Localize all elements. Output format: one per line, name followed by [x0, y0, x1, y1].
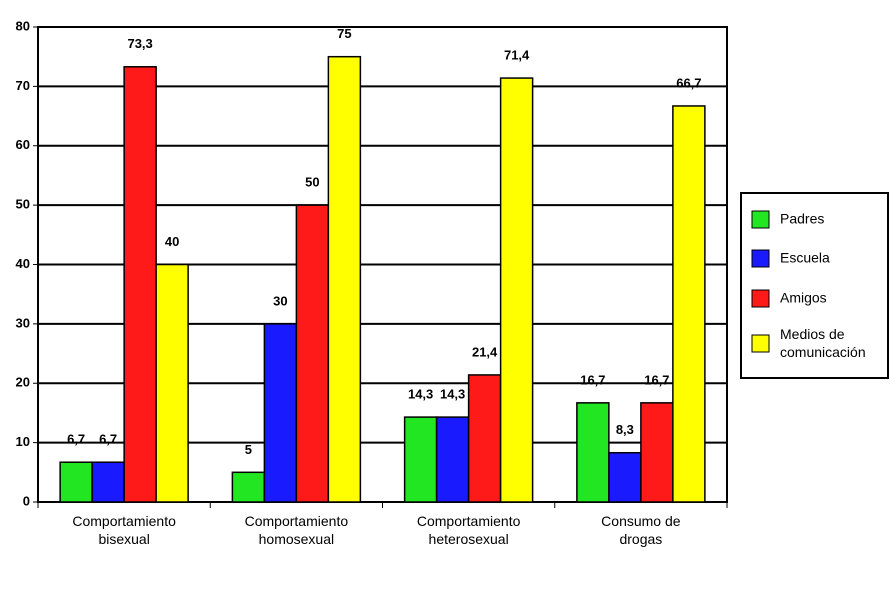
value-label: 8,3 [616, 422, 634, 437]
y-tick-label: 80 [16, 18, 30, 33]
legend-swatch [751, 210, 770, 229]
bar [123, 66, 157, 503]
bar [672, 105, 706, 503]
legend-label: Amigos [780, 290, 827, 306]
y-tick-label: 60 [16, 137, 30, 152]
y-tick-label: 50 [16, 197, 30, 212]
x-tick-label: Comportamiento heterosexual [417, 513, 521, 547]
x-tick-label: Consumo de drogas [601, 513, 681, 547]
value-label: 73,3 [127, 36, 152, 51]
bar [576, 402, 610, 503]
bar [155, 263, 189, 503]
value-label: 71,4 [504, 48, 530, 63]
bar [59, 461, 93, 503]
legend-label: Padres [780, 211, 824, 227]
legend-swatch [751, 289, 770, 308]
bar [295, 204, 330, 503]
legend-label: Medios de comunicación [780, 326, 866, 360]
y-tick-label: 0 [23, 493, 30, 508]
legend-swatch [751, 334, 770, 353]
value-label: 40 [165, 234, 179, 249]
y-tick-label: 30 [16, 315, 30, 330]
value-label: 50 [305, 175, 319, 190]
value-label: 75 [337, 26, 351, 41]
bar [608, 451, 642, 503]
bar [403, 416, 438, 503]
value-label: 21,4 [472, 344, 498, 359]
y-tick-label: 20 [16, 375, 30, 390]
bar [435, 416, 470, 503]
value-label: 14,3 [440, 387, 465, 402]
y-tick-label: 40 [16, 256, 30, 271]
x-tick-label: Comportamiento bisexual [72, 513, 176, 547]
bar [231, 471, 266, 503]
value-label: 6,7 [99, 432, 117, 447]
value-label: 5 [245, 442, 252, 457]
value-label: 16,7 [644, 372, 669, 387]
bar [327, 55, 362, 503]
value-label: 30 [273, 293, 287, 308]
value-label: 16,7 [580, 372, 605, 387]
legend-swatch [751, 249, 770, 268]
bar [263, 323, 298, 503]
legend-label: Escuela [780, 250, 830, 266]
bar [499, 77, 534, 503]
value-label: 66,7 [676, 75, 701, 90]
bar [467, 374, 502, 503]
x-tick-label: Comportamiento homosexual [245, 513, 349, 547]
y-tick-label: 10 [16, 434, 30, 449]
bar [91, 461, 125, 503]
value-label: 6,7 [67, 432, 85, 447]
bar [640, 402, 674, 503]
value-label: 14,3 [408, 387, 433, 402]
y-tick-label: 70 [16, 78, 30, 93]
